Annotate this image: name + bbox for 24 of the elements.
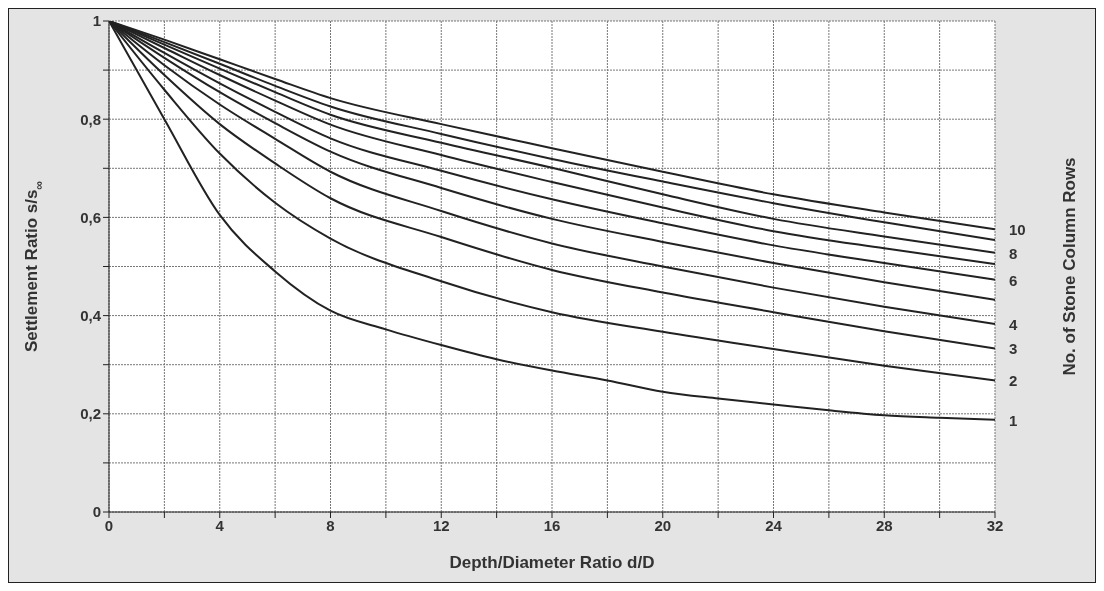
y2-axis-title: No. of Stone Column Rows: [1060, 157, 1080, 376]
y-tick-label: 0: [92, 503, 101, 521]
series-label: 4: [1009, 315, 1018, 333]
x-tick-label: 32: [986, 516, 1004, 534]
y-tick-label: 0,2: [80, 405, 101, 423]
y-tick-label: 0,6: [80, 208, 101, 226]
x-tick-label: 24: [765, 516, 783, 534]
x-tick-label: 12: [432, 516, 450, 534]
x-tick-label: 20: [654, 516, 672, 534]
x-tick-label: 16: [543, 516, 561, 534]
x-axis-title: Depth/Diameter Ratio d/D: [449, 553, 655, 573]
series-label: 6: [1009, 271, 1018, 289]
x-tick-label: 28: [875, 516, 893, 534]
series-label: 1: [1009, 411, 1018, 429]
series-label: 3: [1009, 340, 1018, 358]
series-label: 8: [1009, 244, 1018, 262]
x-tick-label: 0: [104, 516, 114, 534]
x-tick-label: 4: [215, 516, 225, 534]
series-label: 10: [1009, 221, 1026, 239]
series-label: 2: [1009, 372, 1018, 390]
y-tick-label: 0,4: [80, 306, 102, 324]
y-tick-label: 1: [92, 12, 101, 30]
y-tick-label: 0,8: [80, 110, 101, 128]
x-tick-label: 8: [326, 516, 335, 534]
